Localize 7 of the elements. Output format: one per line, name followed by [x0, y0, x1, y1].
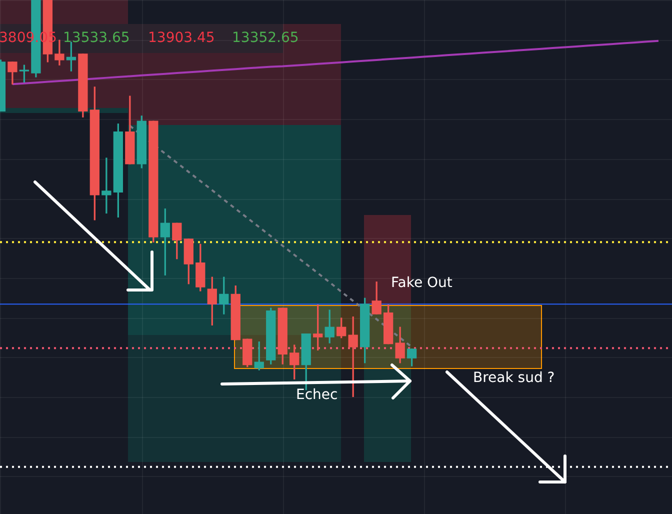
annotation: Break sud ? — [473, 370, 555, 386]
annotation: Echec — [296, 387, 338, 403]
candlestick — [102, 158, 112, 214]
annotation: 13533.65 — [63, 30, 130, 46]
annotation: Fake Out — [391, 275, 452, 291]
annotation: 13903.45 — [148, 30, 215, 46]
annotation: 13352.65 — [232, 30, 299, 46]
